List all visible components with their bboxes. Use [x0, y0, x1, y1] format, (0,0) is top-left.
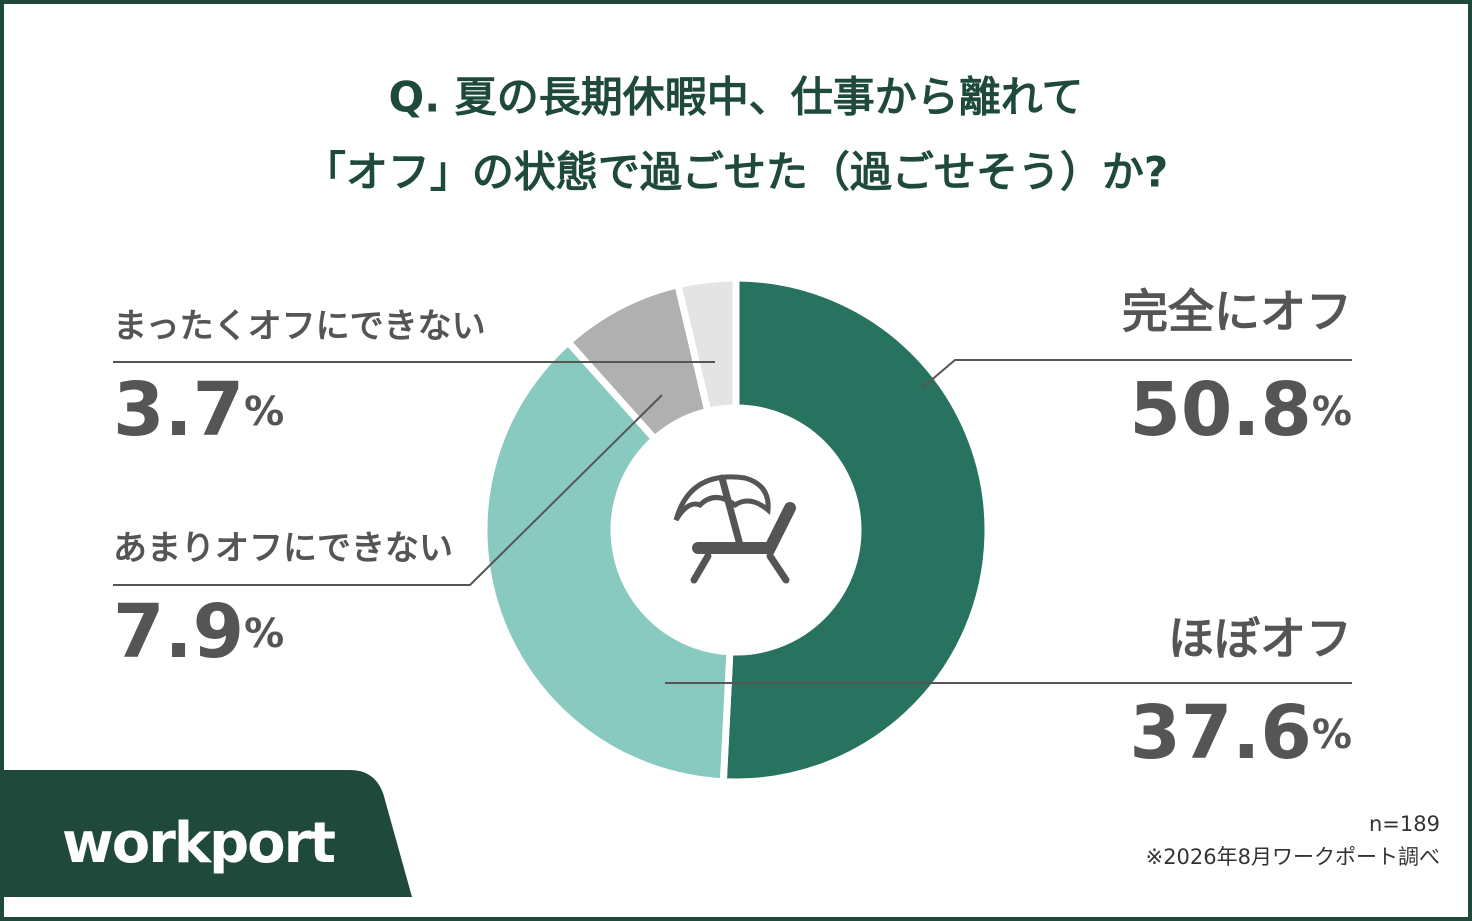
- category-label: あまりオフにできない: [113, 529, 453, 569]
- value-label: 50.8%: [1129, 367, 1352, 453]
- value: 50.8: [1129, 367, 1312, 453]
- leader-line: [921, 359, 1352, 389]
- unit: %: [1312, 389, 1352, 435]
- sample-size: n=189: [1369, 812, 1440, 836]
- category-label: ほぼオフ: [1168, 612, 1352, 666]
- brand-tab: [0, 770, 412, 897]
- slice: [480, 337, 734, 786]
- value: 7.9: [113, 589, 244, 675]
- slice: [673, 274, 740, 416]
- unit: %: [244, 389, 284, 435]
- value-label: 7.9%: [113, 589, 284, 675]
- category-label: 完全にオフ: [1122, 285, 1352, 339]
- donut: [480, 274, 992, 786]
- value-label: 37.6%: [1129, 690, 1352, 776]
- value-label: 3.7%: [113, 367, 284, 453]
- leader-line: [113, 394, 663, 586]
- unit: %: [1312, 712, 1352, 758]
- value: 3.7: [113, 367, 244, 453]
- title-line: Q. 夏の長期休暇中、仕事から離れて: [388, 73, 1083, 122]
- unit: %: [244, 611, 284, 657]
- category-label: まったくオフにできない: [113, 307, 486, 347]
- brand-logo: workport: [62, 811, 335, 876]
- source: ※2026年8月ワークポート調べ: [1146, 845, 1440, 869]
- beach-icon: [673, 474, 796, 584]
- value: 37.6: [1129, 690, 1312, 776]
- title-line: 「オフ」の状態で過ごせた（過ごせそう）か?: [304, 148, 1168, 197]
- slice: [719, 274, 992, 786]
